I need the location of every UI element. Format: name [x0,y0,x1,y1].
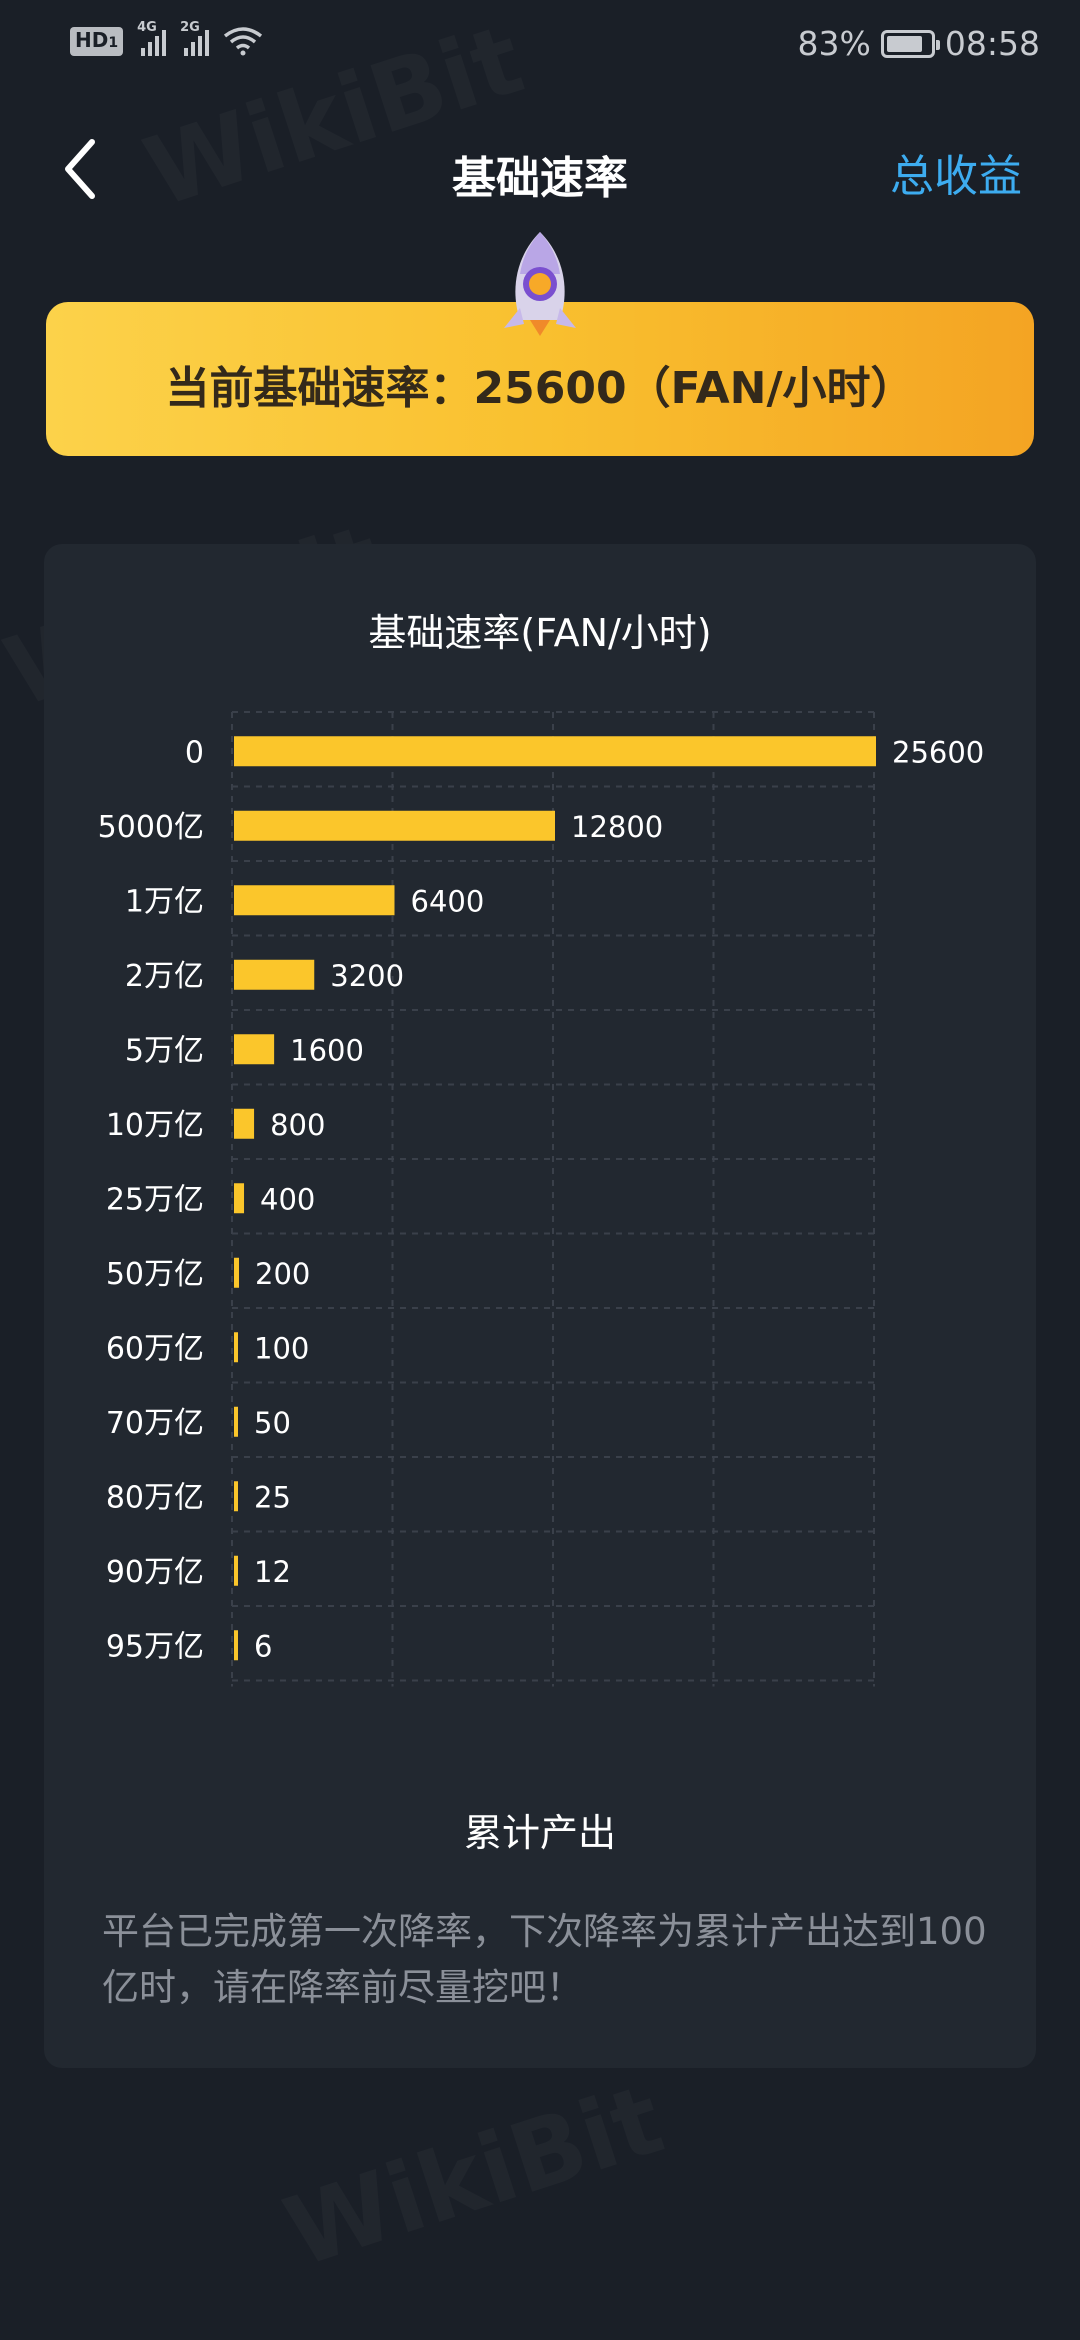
chart-bar [234,1183,245,1214]
category-label: 10万亿 [106,1108,204,1143]
rocket-icon [504,232,576,336]
value-label: 200 [255,1257,310,1291]
chart-bar [234,1481,238,1512]
chart-bar [234,959,315,990]
category-label: 90万亿 [106,1555,204,1590]
chart-bar [234,885,395,916]
value-label: 25 [254,1480,291,1514]
net-type-label: 4G [137,20,157,35]
net-type-label: 2G [180,20,200,35]
chart-bar [234,1630,238,1661]
category-label: 2万亿 [125,959,204,994]
value-label: 1600 [290,1033,364,1067]
chart-bar [234,736,876,767]
rate-reduction-notice: 平台已完成第一次降率，下次降率为累计产出达到100亿时，请在降率前尽量挖吧！ [102,1910,987,2009]
value-label: 6400 [411,884,485,918]
battery-icon [880,29,940,58]
chart-bar [234,1034,275,1065]
value-label: 3200 [330,959,404,993]
category-label: 80万亿 [106,1480,204,1515]
value-label: 25600 [892,735,984,769]
category-label: 25万亿 [106,1182,204,1217]
value-label: 800 [270,1108,325,1142]
chart-bar [234,810,555,841]
page-title: 基础速率 [452,153,628,204]
category-label: 50万亿 [106,1257,204,1292]
back-arrow-icon[interactable] [56,134,106,204]
category-label: 70万亿 [106,1406,204,1441]
watermark-logo: WikiBit [272,2063,675,2289]
clock: 08:58 [944,24,1040,63]
value-label: 12800 [571,810,663,844]
category-label: 0 [185,735,204,770]
chart-bar [234,1332,238,1363]
chart-bar [234,1257,240,1288]
chart-title: 基础速率(FAN/小时) [368,611,712,655]
hd-sub-label: 1 [108,34,119,51]
status-bar: HD1 4G 2G 83% 08:58 [0,0,1080,92]
hd-badge: HD1 [70,26,124,56]
category-label: 5万亿 [125,1033,204,1068]
category-label: 60万亿 [106,1331,204,1366]
total-earnings-link[interactable]: 总收益 [890,151,1022,202]
chart-bar [234,1108,255,1139]
status-bar-right: 83% 08:58 [798,24,1040,63]
chart-bar [234,1406,238,1437]
hd-label: HD [75,27,109,52]
wifi-icon [224,27,263,56]
category-label: 1万亿 [125,884,204,919]
app-header: 基础速率 总收益 [0,120,1080,220]
chart-bar [234,1555,238,1586]
status-bar-left: HD1 4G 2G [70,20,263,56]
battery-percent: 83% [797,24,871,63]
category-label: 95万亿 [106,1629,204,1664]
value-label: 400 [260,1182,315,1216]
battery-fill [886,35,922,52]
rate-card: 基础速率(FAN/小时) 0 25600 5000亿 12800 1万亿 6400 2万亿 3… [44,544,1036,2068]
signal-4g-icon: 4G [137,20,167,56]
signal-2g-icon: 2G [180,20,210,56]
value-label: 100 [254,1331,309,1365]
category-label: 5000亿 [98,810,204,845]
current-rate-text: 当前基础速率：25600（FAN/小时） [165,363,915,414]
output-section-title: 累计产出 [463,1811,616,1855]
value-label: 6 [254,1629,272,1663]
value-label: 12 [254,1555,291,1589]
value-label: 50 [254,1406,291,1440]
